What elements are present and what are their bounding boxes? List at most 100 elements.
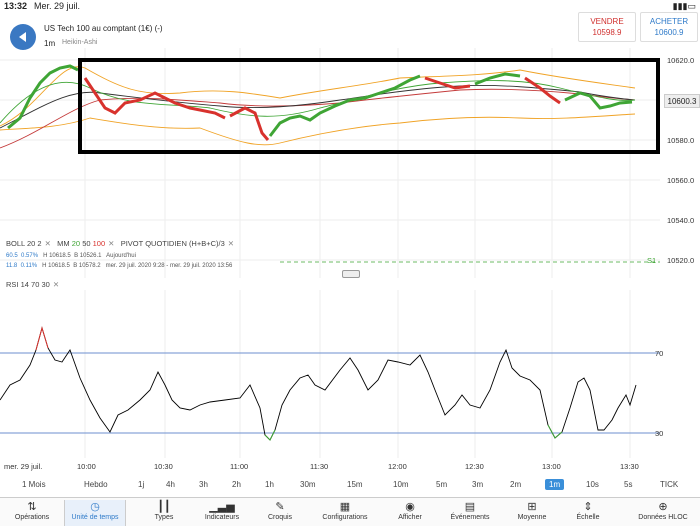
tf-2h[interactable]: 2h: [232, 480, 241, 489]
boll-params: 20 2: [27, 239, 42, 248]
calendar-icon: ▤: [464, 501, 476, 513]
time-axis-tick: 10:00: [77, 462, 96, 471]
tf-hebdo[interactable]: Hebdo: [84, 480, 108, 489]
tf-15m[interactable]: 15m: [347, 480, 363, 489]
tf-1j[interactable]: 1j: [138, 480, 145, 489]
instrument-title: US Tech 100 au comptant (1€) (-): [44, 24, 163, 33]
info-val: 0.57%: [21, 253, 39, 259]
scale-icon: ⇕: [583, 501, 593, 513]
tool-types[interactable]: ┃┃ Types: [134, 500, 194, 521]
tool-operations[interactable]: ⇅ Opérations: [2, 500, 62, 521]
tool-label: Types: [154, 514, 174, 521]
info-row-2: 11.8 0.11% H 10618.5 B 10578.2 mer. 29 j…: [6, 263, 232, 269]
candles-icon: ┃┃: [157, 501, 171, 513]
tf-30m[interactable]: 30m: [300, 480, 316, 489]
tool-events[interactable]: ▤ Événements: [440, 500, 500, 521]
info-high: H 10618.5: [43, 253, 71, 259]
price-chart[interactable]: [0, 48, 700, 278]
rsi-chart[interactable]: [0, 290, 660, 458]
sell-button[interactable]: VENDRE 10598.9: [578, 12, 636, 42]
info-val: 0.11%: [20, 263, 38, 269]
info-low: B 10578.2: [73, 263, 101, 269]
mm-label[interactable]: MM: [57, 239, 70, 248]
layout-icon: ▦: [339, 501, 351, 513]
info-val: 60.5: [6, 253, 18, 259]
tf-10m[interactable]: 10m: [393, 480, 409, 489]
tool-timeframe[interactable]: ◷ Unité de temps: [64, 500, 126, 526]
rsi-oversold: [264, 429, 276, 441]
info-period: mer. 29 juil. 2020 9:28 - mer. 29 juil. …: [105, 263, 233, 269]
mm-50: [0, 85, 636, 129]
rsi-line: [0, 326, 637, 441]
status-time: 13:32: [4, 1, 28, 11]
tf-10s[interactable]: 10s: [586, 480, 599, 489]
buy-label: ACHETER: [649, 17, 689, 26]
tool-sketch[interactable]: ✎ Croquis: [250, 500, 310, 521]
tool-average[interactable]: ⊞ Moyenne: [502, 500, 562, 521]
pane-resize-handle[interactable]: [342, 270, 360, 278]
tf-3h[interactable]: 3h: [199, 480, 208, 489]
sell-price: 10598.9: [592, 28, 622, 37]
time-axis-tick: 12:00: [388, 462, 407, 471]
status-date: Mer. 29 juil.: [34, 1, 81, 11]
indicator-legend: BOLL 20 2 ✕ MM 20 50 100 ✕ PIVOT QUOTIDIEN…: [6, 239, 234, 248]
tool-label: Événements: [450, 514, 490, 521]
tool-indicators[interactable]: ▁▃▅ Indicateurs: [192, 500, 252, 521]
close-icon[interactable]: ✕: [227, 239, 235, 248]
bars-icon: ▁▃▅: [209, 501, 235, 513]
tool-hloc[interactable]: ⊕ Données HLOC: [628, 500, 698, 521]
tool-label: Croquis: [267, 514, 293, 521]
pivot-label[interactable]: PIVOT: [120, 239, 144, 248]
tf-tick[interactable]: TICK: [660, 480, 679, 489]
time-axis-tick: 13:30: [620, 462, 639, 471]
mm-p1: 20: [71, 239, 81, 248]
price-axis-tick: 10620.0: [667, 56, 695, 65]
tool-label: Opérations: [14, 514, 50, 521]
tf-1-mois[interactable]: 1 Mois: [22, 480, 46, 489]
tf-4h[interactable]: 4h: [166, 480, 175, 489]
time-axis-date: mer. 29 juil.: [4, 462, 43, 471]
tf-2m[interactable]: 2m: [510, 480, 522, 489]
tool-label: Données HLOC: [638, 514, 688, 521]
pencil-icon: ✎: [275, 501, 285, 513]
close-icon[interactable]: ✕: [108, 239, 115, 248]
current-price-tag: 10600.3: [664, 94, 700, 108]
time-axis-tick: 11:00: [230, 462, 249, 471]
price-axis-tick: 10580.0: [667, 136, 695, 145]
info-high: H 10618.5: [42, 263, 70, 269]
tool-label: Échelle: [576, 514, 600, 521]
rsi-label[interactable]: RSI: [6, 280, 19, 289]
info-val: 11.8: [6, 263, 18, 269]
boll-upper: [0, 66, 636, 127]
boll-label[interactable]: BOLL: [6, 239, 25, 248]
tool-scale[interactable]: ⇕ Échelle: [558, 500, 618, 521]
clock-icon: ◷: [90, 501, 100, 513]
tf-5m[interactable]: 5m: [436, 480, 448, 489]
tf-3m[interactable]: 3m: [472, 480, 484, 489]
mm-p3: 100: [92, 239, 106, 248]
crosshair-icon: ⊕: [658, 501, 668, 513]
rsi-axis-30: 30: [655, 429, 664, 438]
interval-label: 1m: [44, 39, 56, 48]
tool-label: Moyenne: [517, 514, 547, 521]
close-icon[interactable]: ✕: [44, 239, 51, 248]
buy-button[interactable]: ACHETER 10600.9: [640, 12, 698, 42]
rsi-axis-70: 70: [655, 349, 664, 358]
tf-1h[interactable]: 1h: [265, 480, 274, 489]
highlight-box: [78, 58, 660, 154]
tool-configurations[interactable]: ▦ Configurations: [315, 500, 375, 521]
rsi-overbought: [35, 326, 49, 351]
candles: [7, 64, 633, 141]
price-axis-tick: 10560.0: [667, 176, 695, 185]
info-row-1: 60.5 0.57% H 10618.5 B 10526.1 Aujourd'h…: [6, 253, 136, 259]
time-axis-tick: 11:30: [310, 462, 329, 471]
tf-1m[interactable]: 1m: [545, 479, 565, 490]
close-icon[interactable]: ✕: [52, 280, 60, 289]
price-axis-tick: 10540.0: [667, 216, 695, 225]
tool-display[interactable]: ◉ Afficher: [380, 500, 440, 521]
tf-5s[interactable]: 5s: [624, 480, 633, 489]
tool-label: Configurations: [322, 514, 368, 521]
back-button[interactable]: [10, 24, 36, 50]
boll-lower: [0, 113, 636, 146]
chart-type-label: Heikin-Ashi: [62, 39, 98, 46]
